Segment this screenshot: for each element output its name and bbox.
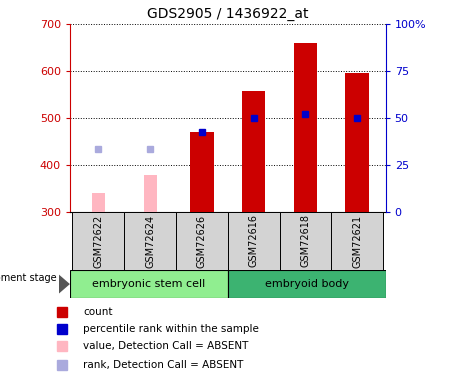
Bar (176, 212, 228, 270)
Bar (70, 270, 228, 298)
Text: embryonic stem cell: embryonic stem cell (92, 279, 206, 289)
Bar (124, 212, 176, 270)
Text: GSM72626: GSM72626 (197, 214, 207, 267)
Text: GSM72622: GSM72622 (93, 214, 103, 267)
Bar (242, 92, 265, 212)
Text: percentile rank within the sample: percentile rank within the sample (83, 324, 259, 334)
Bar (228, 212, 280, 270)
Bar (73, 212, 124, 270)
Bar (92, 193, 105, 212)
Polygon shape (59, 274, 70, 294)
Text: rank, Detection Call = ABSENT: rank, Detection Call = ABSENT (83, 360, 244, 370)
Bar (331, 212, 383, 270)
Text: embryoid body: embryoid body (265, 279, 349, 289)
Bar (190, 132, 213, 212)
Text: GSM72621: GSM72621 (352, 214, 362, 267)
Bar (294, 43, 317, 212)
Bar (280, 212, 331, 270)
Bar (345, 73, 369, 212)
Bar (144, 176, 156, 212)
Text: GSM72624: GSM72624 (145, 214, 155, 267)
Text: development stage: development stage (0, 273, 56, 284)
Text: GSM72618: GSM72618 (300, 214, 310, 267)
Title: GDS2905 / 1436922_at: GDS2905 / 1436922_at (147, 7, 308, 21)
Bar (228, 270, 386, 298)
Text: GSM72616: GSM72616 (249, 214, 258, 267)
Text: value, Detection Call = ABSENT: value, Detection Call = ABSENT (83, 341, 249, 351)
Text: count: count (83, 307, 113, 317)
